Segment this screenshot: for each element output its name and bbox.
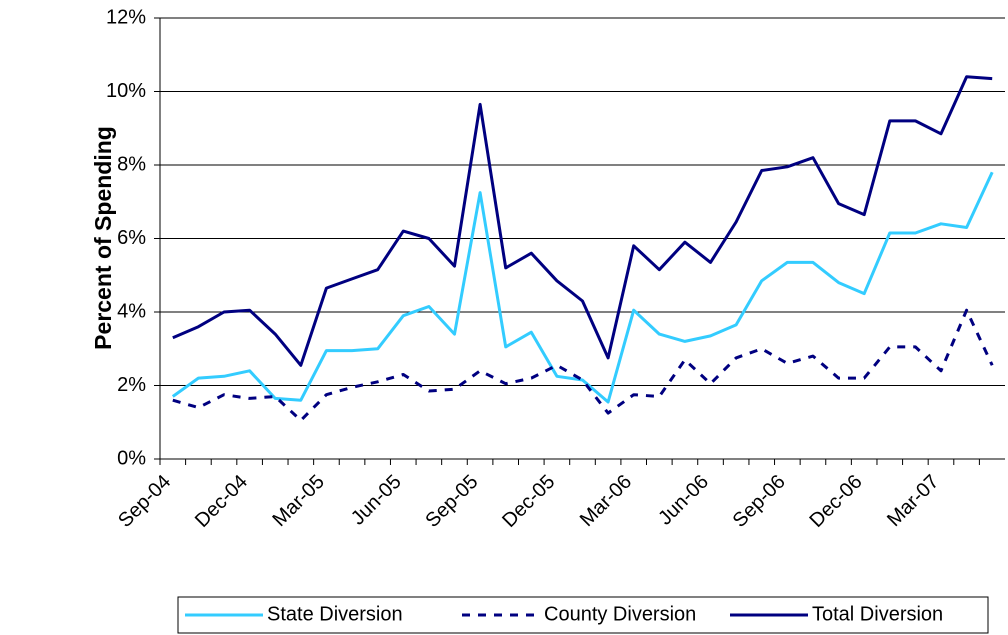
legend-box <box>177 596 989 634</box>
x-tick-label: Dec-05 <box>498 471 559 532</box>
legend-label: County Diversion <box>544 603 696 625</box>
legend-label: Total Diversion <box>812 603 943 625</box>
y-tick-label: 6% <box>117 227 146 249</box>
x-tick-label: Sep-06 <box>729 471 790 532</box>
x-tick-label: Dec-06 <box>805 471 866 532</box>
series-line <box>172 75 993 367</box>
legend-label: State Diversion <box>267 603 403 625</box>
y-tick-label: 12% <box>106 6 146 28</box>
x-tick-label: Dec-04 <box>191 471 252 532</box>
x-tick-label: Jun-06 <box>654 471 713 530</box>
y-tick-label: 2% <box>117 374 146 396</box>
series-line <box>171 171 994 404</box>
x-tick-label: Sep-04 <box>114 471 175 532</box>
series-line <box>172 308 994 422</box>
y-tick-label: 8% <box>117 153 146 175</box>
x-tick-label: Sep-05 <box>421 471 482 532</box>
x-tick-label: Jun-05 <box>347 471 406 530</box>
y-tick-label: 10% <box>106 80 146 102</box>
x-tick-label: Mar-07 <box>883 471 943 531</box>
x-tick-label: Mar-06 <box>576 471 636 531</box>
y-axis-label: Percent of Spending <box>90 126 116 350</box>
y-tick-label: 4% <box>117 300 146 322</box>
x-tick-label: Mar-05 <box>269 471 329 531</box>
y-tick-label: 0% <box>117 447 146 469</box>
